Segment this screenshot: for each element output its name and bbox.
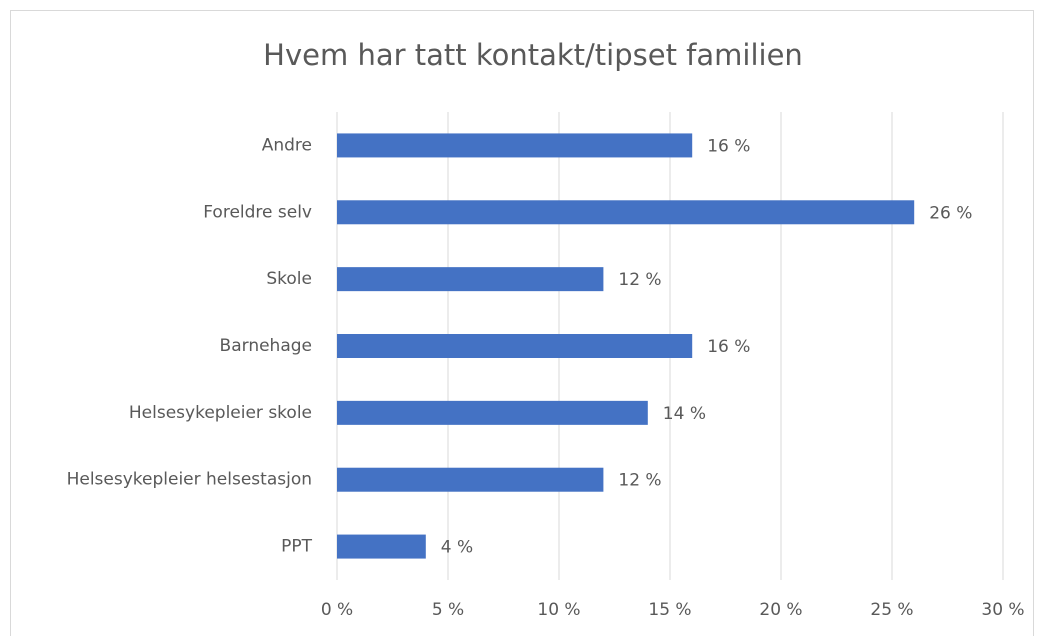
x-tick-label: 20 % — [759, 600, 802, 620]
bar — [337, 267, 604, 292]
bar — [337, 200, 915, 225]
y-tick-label: Skole — [266, 269, 312, 289]
bar — [337, 400, 648, 425]
data-label: 16 % — [707, 136, 750, 156]
y-tick-label: Foreldre selv — [203, 202, 312, 222]
data-label: 12 % — [618, 270, 661, 290]
bar — [337, 467, 604, 492]
x-tick-label: 10 % — [537, 600, 580, 620]
chart-frame — [10, 10, 1034, 636]
y-tick-label: Helsesykepleier helsestasjon — [67, 470, 312, 490]
x-tick-label: 30 % — [981, 600, 1024, 620]
chart-title: Hvem har tatt kontakt/tipset familien — [263, 38, 803, 72]
data-label: 4 % — [441, 538, 473, 558]
y-tick-label: Andre — [262, 135, 312, 155]
bar — [337, 133, 693, 158]
x-tick-label: 5 % — [432, 600, 464, 620]
x-tick-label: 15 % — [648, 600, 691, 620]
y-tick-label: Barnehage — [220, 336, 312, 356]
data-label: 12 % — [618, 471, 661, 491]
data-label: 14 % — [663, 404, 706, 424]
y-tick-label: Helsesykepleier skole — [129, 403, 312, 423]
data-label: 16 % — [707, 337, 750, 357]
x-tick-label: 0 % — [321, 600, 353, 620]
data-label: 26 % — [929, 203, 972, 223]
x-tick-label: 25 % — [870, 600, 913, 620]
y-tick-label: PPT — [281, 537, 313, 557]
bar — [337, 534, 426, 559]
bar — [337, 334, 693, 358]
